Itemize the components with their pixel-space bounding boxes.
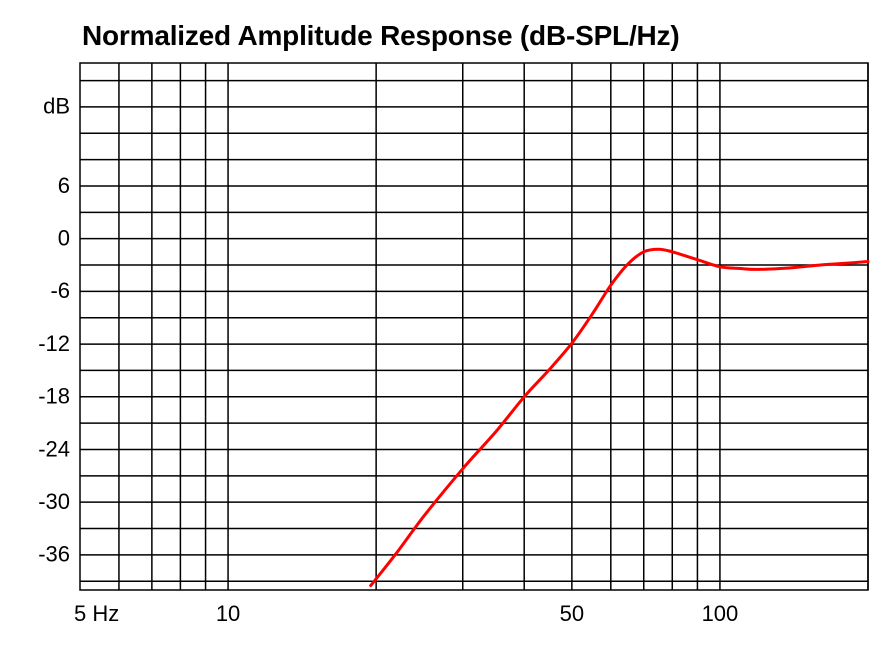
chart-title: Normalized Amplitude Response (dB-SPL/Hz… [82,20,680,51]
y-tick-label: -6 [50,278,70,303]
x-tick-label: 5 Hz [74,601,119,626]
x-tick-label: 50 [560,601,584,626]
y-unit-label: dB [43,94,70,119]
y-tick-label: 0 [58,225,70,250]
y-tick-label: 6 [58,173,70,198]
y-tick-label: -30 [38,489,70,514]
y-tick-label: -24 [38,436,70,461]
x-tick-label: 100 [702,601,739,626]
y-tick-label: -36 [38,542,70,567]
plot-frame [79,62,869,591]
chart-series [369,247,870,588]
y-tick-label: -18 [38,384,70,409]
x-tick-label: 10 [216,601,240,626]
chart-grid [79,62,869,591]
y-tick-label: -12 [38,331,70,356]
chart-tick-labels: dB 6 0 -6 -12 -18 -24 -30 -36 5 Hz 10 50 100 [38,94,738,626]
response-curve [369,247,870,588]
